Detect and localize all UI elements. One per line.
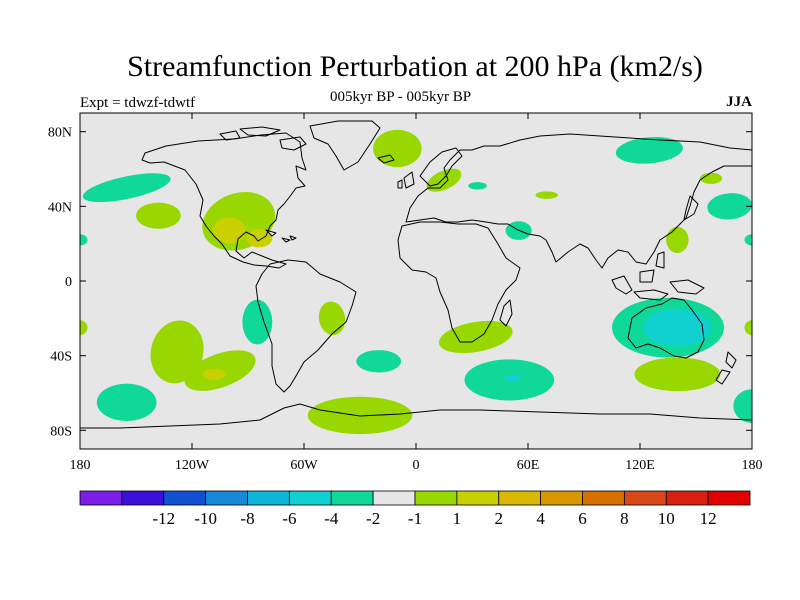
perturbation-region-23 xyxy=(307,396,413,435)
colorbar-label-11: 8 xyxy=(620,509,629,528)
perturbation-region-30 xyxy=(744,320,752,336)
lat-label-0: 80N xyxy=(48,126,72,141)
perturbation-region-1 xyxy=(136,202,181,229)
coastline-greenland xyxy=(309,120,381,171)
colorbar-box-11 xyxy=(540,490,583,506)
perturbation-region-21 xyxy=(318,301,346,336)
lat-label-1: 40N xyxy=(48,200,72,215)
perturbation-region-6 xyxy=(426,168,462,192)
lon-label-0: 180 xyxy=(70,458,91,473)
perturbation-region-5 xyxy=(373,129,422,168)
perturbation-region-32 xyxy=(733,389,752,423)
perturbation-region-13 xyxy=(666,226,689,253)
coastline-iceland xyxy=(377,154,395,164)
colorbar-label-10: 6 xyxy=(578,509,587,528)
coastline-madagascar xyxy=(499,299,513,327)
coastlines xyxy=(80,120,752,429)
colorbar-label-7: 1 xyxy=(453,509,462,528)
map-axes: 80N 40N 0 40S 80S 180 120W 60W 0 60E 120E 180 xyxy=(48,113,763,473)
lon-label-4: 60E xyxy=(517,458,540,473)
colorbar-box-14 xyxy=(665,490,709,506)
colorbar-box-4 xyxy=(247,490,290,506)
coastline-eurasia xyxy=(405,133,752,269)
colorbar-box-0 xyxy=(79,490,123,506)
colorbar-box-10 xyxy=(498,490,542,506)
colorbar-box-7 xyxy=(372,490,416,506)
perturbation-region-16 xyxy=(150,320,204,384)
lat-label-4: 80S xyxy=(50,424,72,439)
colorbar-box-3 xyxy=(205,490,248,506)
perturbation-region-8 xyxy=(535,191,558,199)
lon-label-2: 60W xyxy=(290,458,318,473)
perturbation-regions xyxy=(80,129,752,435)
colorbar-box-15 xyxy=(707,490,751,506)
map-title: Streamfunction Perturbation at 200 hPa (… xyxy=(127,50,703,83)
perturbation-region-25 xyxy=(505,374,521,382)
colorbar-box-1 xyxy=(121,490,165,506)
perturbation-region-10 xyxy=(615,136,683,164)
coastline-australia xyxy=(627,297,705,359)
perturbation-region-14 xyxy=(744,234,752,246)
perturbation-region-28 xyxy=(643,309,711,347)
perturbation-region-7 xyxy=(468,182,487,190)
lon-label-5: 120E xyxy=(625,458,655,473)
colorbar-label-1: -10 xyxy=(194,509,217,528)
perturbation-region-29 xyxy=(634,357,721,392)
coastline-arctic-islands xyxy=(219,126,307,151)
coastline-british-isles xyxy=(397,171,415,189)
perturbation-region-19 xyxy=(96,383,157,422)
colorbar-label-2: -8 xyxy=(240,509,254,528)
coastline-south-america xyxy=(255,259,357,393)
perturbation-region-15 xyxy=(80,234,88,246)
colorbar-box-6 xyxy=(330,490,374,506)
perturbation-region-20 xyxy=(242,299,273,345)
lat-label-3: 40S xyxy=(50,350,72,365)
coastline-africa xyxy=(397,221,521,343)
colorbar-label-13: 12 xyxy=(700,509,717,528)
season-label: JJA xyxy=(726,94,752,110)
colorbar-box-2 xyxy=(163,490,207,506)
colorbar-label-12: 10 xyxy=(658,509,675,528)
map-subtitle: 005kyr BP - 005kyr BP xyxy=(330,89,472,105)
perturbation-region-4 xyxy=(246,228,273,248)
colorbar-box-13 xyxy=(623,490,667,506)
lon-label-3: 0 xyxy=(413,458,420,473)
colorbar-label-6: -1 xyxy=(408,509,422,528)
coastline-se-asia-islands xyxy=(611,251,705,301)
colorbar-label-8: 2 xyxy=(495,509,504,528)
perturbation-region-12 xyxy=(707,193,752,220)
lon-label-6: 180 xyxy=(742,458,763,473)
coastline-antarctica xyxy=(80,403,752,429)
lon-label-1: 120W xyxy=(175,458,210,473)
perturbation-region-3 xyxy=(212,217,247,244)
colorbar-label-3: -6 xyxy=(282,509,296,528)
coastline-japan xyxy=(683,195,699,221)
coastline-caribbean xyxy=(265,229,297,243)
lat-label-2: 0 xyxy=(65,275,72,290)
perturbation-region-22 xyxy=(356,350,402,373)
colorbar-label-9: 4 xyxy=(536,509,545,528)
perturbation-region-26 xyxy=(438,320,513,354)
perturbation-region-11 xyxy=(699,172,723,184)
coastline-scandinavia xyxy=(419,147,463,187)
colorbar-label-0: -12 xyxy=(152,509,175,528)
colorbar-label-5: -2 xyxy=(366,509,380,528)
colorbar-box-9 xyxy=(456,490,500,506)
perturbation-region-0 xyxy=(82,173,171,203)
experiment-label: Expt = tdwzf-tdwtf xyxy=(80,95,196,111)
coastline-north-america xyxy=(141,132,307,269)
perturbation-region-31 xyxy=(80,320,88,336)
perturbation-region-18 xyxy=(203,368,226,380)
colorbar-box-5 xyxy=(288,490,332,506)
colorbar-box-8 xyxy=(414,490,458,506)
colorbar-label-4: -4 xyxy=(324,509,339,528)
colorbar-box-12 xyxy=(582,490,625,506)
coastline-new-zealand xyxy=(715,351,737,385)
